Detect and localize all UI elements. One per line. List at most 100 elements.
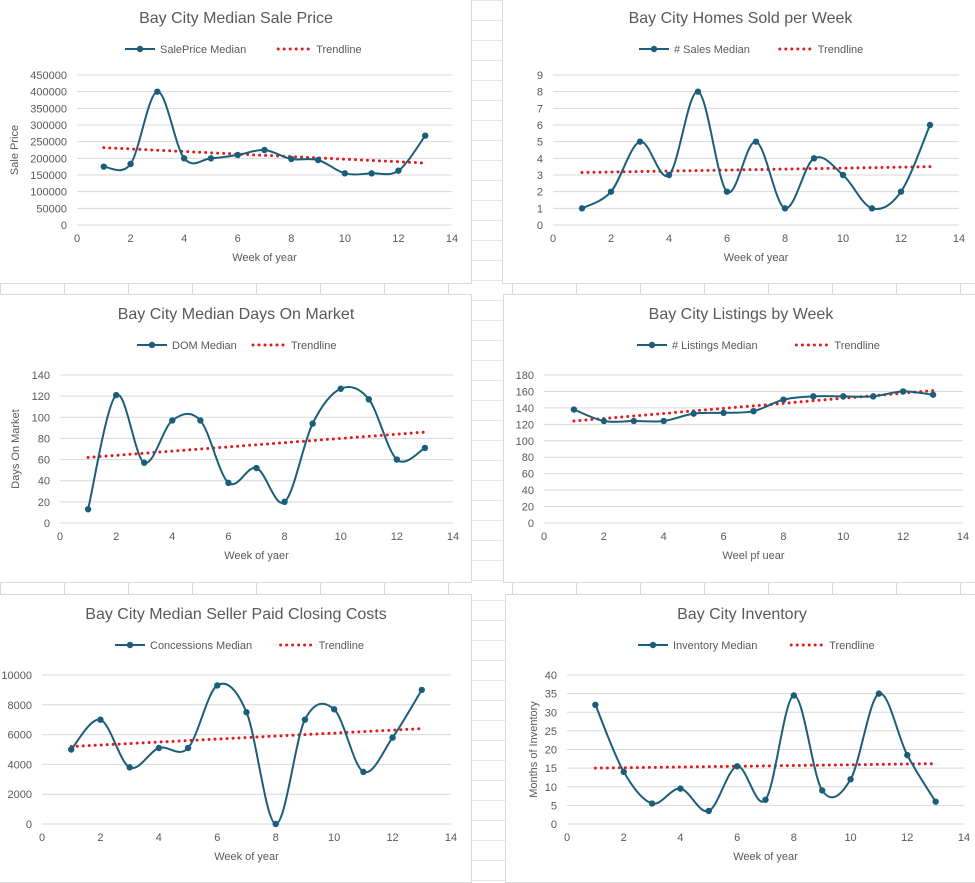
- data-point: [720, 409, 727, 417]
- legend-series-label: # Listings Median: [672, 340, 758, 352]
- legend-series-label: # Sales Median: [674, 44, 750, 56]
- trendline: [102, 146, 427, 165]
- data-point: [207, 155, 215, 162]
- data-point: [870, 393, 877, 400]
- y-tick-label: 20: [522, 502, 534, 514]
- x-tick-label: 12: [392, 233, 404, 245]
- y-tick-label: 0: [528, 518, 534, 530]
- legend-trend-label: Trendline: [319, 640, 364, 652]
- y-tick-label: 140: [32, 370, 50, 382]
- x-tick-label: 6: [724, 233, 730, 245]
- data-point: [694, 88, 702, 95]
- y-axis-title: Sale Price: [9, 125, 21, 175]
- x-tick-label: 4: [169, 531, 175, 543]
- data-point: [600, 417, 608, 425]
- data-point: [180, 155, 188, 162]
- x-tick-label: 12: [386, 832, 398, 844]
- data-point: [418, 686, 425, 694]
- data-point: [288, 155, 295, 163]
- data-point: [395, 167, 402, 174]
- x-tick-label: 12: [391, 531, 403, 543]
- chart-panel-closing-costs[interactable]: Bay City Median Seller Paid Closing Cost…: [0, 594, 472, 883]
- data-point: [281, 498, 288, 506]
- data-point: [169, 417, 176, 424]
- data-point: [197, 417, 204, 424]
- x-tick-label: 10: [837, 531, 849, 543]
- legend-trend-label: Trendline: [291, 340, 336, 352]
- chart-title: Bay City Median Days On Market: [118, 306, 355, 323]
- data-point: [904, 751, 911, 759]
- chart-panel-inventory[interactable]: Bay City Inventory Inventory Median Trendl…: [505, 594, 975, 883]
- data-point: [790, 692, 798, 699]
- data-point: [141, 459, 148, 466]
- data-point: [100, 163, 107, 170]
- y-axis-title: Days On Market: [10, 409, 22, 488]
- x-axis-title: Week of year: [724, 252, 789, 264]
- legend-series-label: SalePrice Median: [160, 44, 246, 56]
- data-point: [360, 768, 367, 776]
- chart-inventory: Bay City Inventory Inventory Median Trendl…: [528, 606, 970, 863]
- x-tick-label: 8: [282, 531, 288, 543]
- y-tick-label: 100: [32, 412, 50, 424]
- chart-panel-days-on-market[interactable]: Bay City Median Days On Market DOM Median…: [0, 294, 472, 583]
- data-point: [592, 701, 599, 708]
- legend-trend-label: Trendline: [829, 640, 874, 652]
- data-point: [840, 393, 847, 400]
- x-tick-label: 0: [550, 233, 556, 245]
- data-point: [393, 456, 401, 463]
- x-tick-label: 14: [957, 531, 969, 543]
- data-point: [84, 506, 92, 513]
- x-tick-label: 6: [721, 531, 727, 543]
- chart-panel-listings[interactable]: Bay City Listings by Week # Listings Medi…: [503, 294, 975, 583]
- chart-title: Bay City Homes Sold per Week: [629, 10, 854, 27]
- x-tick-label: 4: [677, 832, 683, 844]
- x-tick-label: 0: [564, 832, 570, 844]
- y-tick-label: 160: [516, 386, 534, 398]
- data-point: [926, 121, 934, 129]
- x-tick-label: 10: [844, 832, 856, 844]
- x-tick-label: 14: [447, 531, 459, 543]
- data-point: [214, 682, 221, 689]
- x-axis-title: Week of year: [733, 851, 798, 863]
- data-point: [68, 746, 75, 753]
- legend-series-marker: [136, 45, 144, 53]
- data-point: [810, 393, 817, 400]
- y-tick-label: 0: [26, 819, 32, 831]
- y-tick-label: 50000: [36, 203, 67, 215]
- data-point: [899, 388, 907, 395]
- data-point: [126, 764, 133, 771]
- x-tick-label: 4: [156, 832, 162, 844]
- y-tick-label: 120: [516, 419, 534, 431]
- data-point: [705, 807, 712, 815]
- y-tick-label: 3: [537, 170, 543, 182]
- y-tick-label: 300000: [30, 120, 67, 132]
- x-tick-label: 14: [445, 832, 457, 844]
- y-tick-label: 0: [61, 220, 67, 232]
- x-tick-label: 2: [601, 531, 607, 543]
- x-tick-label: 8: [782, 233, 788, 245]
- data-point: [243, 709, 250, 716]
- y-tick-label: 100: [516, 436, 534, 448]
- y-tick-label: 35: [545, 689, 557, 701]
- x-axis-title: Week of yaer: [224, 550, 289, 562]
- y-tick-label: 30: [545, 707, 557, 719]
- trendline: [593, 762, 938, 770]
- legend-series-marker: [650, 45, 658, 53]
- data-point: [261, 146, 268, 154]
- x-tick-label: 12: [897, 531, 909, 543]
- y-tick-label: 2: [537, 187, 543, 199]
- x-tick-label: 6: [214, 832, 220, 844]
- chart-days-on-market: Bay City Median Days On Market DOM Median…: [10, 306, 459, 562]
- x-tick-label: 14: [446, 233, 458, 245]
- data-point: [570, 406, 578, 413]
- data-point: [422, 132, 429, 139]
- series-line: [87, 386, 426, 510]
- data-point: [620, 768, 627, 776]
- y-tick-label: 450000: [30, 70, 67, 82]
- data-point: [875, 690, 883, 697]
- y-tick-label: 8: [537, 87, 543, 99]
- data-point: [648, 800, 656, 807]
- data-point: [781, 205, 789, 212]
- chart-panel-sale-price[interactable]: Bay City Median Sale Price SalePrice Medi…: [0, 0, 472, 284]
- chart-panel-homes-sold[interactable]: Bay City Homes Sold per Week # Sales Medi…: [502, 0, 975, 284]
